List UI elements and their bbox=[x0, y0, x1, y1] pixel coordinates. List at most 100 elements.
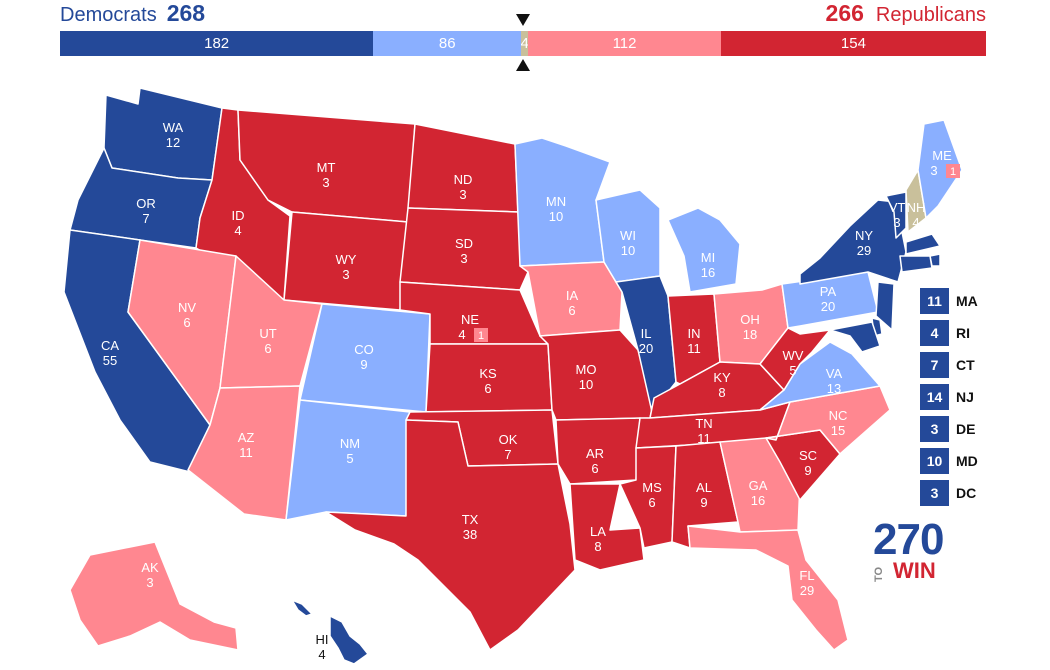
state-ev-il: 20 bbox=[639, 341, 653, 356]
state-label-la: LA bbox=[590, 524, 606, 539]
state-label-sc: SC bbox=[799, 448, 817, 463]
state-la[interactable] bbox=[569, 483, 645, 571]
state-az[interactable] bbox=[187, 385, 301, 521]
state-label-ar: AR bbox=[586, 446, 604, 461]
state-tx[interactable] bbox=[325, 419, 576, 651]
small-state-abbr: RI bbox=[956, 325, 970, 341]
logo-number: 270 bbox=[873, 515, 944, 564]
state-ev-wy: 3 bbox=[342, 267, 349, 282]
state-ev-la: 8 bbox=[594, 539, 601, 554]
state-ev-al: 9 bbox=[700, 495, 707, 510]
state-label-az: AZ bbox=[238, 430, 255, 445]
small-state-ev: 10 bbox=[920, 448, 949, 474]
state-label-nm: NM bbox=[340, 436, 360, 451]
state-label-wa: WA bbox=[163, 120, 184, 135]
state-vt[interactable] bbox=[885, 191, 907, 239]
state-ct[interactable] bbox=[899, 255, 933, 273]
state-mi[interactable] bbox=[667, 207, 741, 293]
state-fl[interactable] bbox=[687, 525, 849, 651]
state-label-mo: MO bbox=[576, 362, 597, 377]
state-label-co: CO bbox=[354, 342, 374, 357]
state-ut[interactable] bbox=[219, 255, 323, 389]
state-label-ak: AK bbox=[141, 560, 159, 575]
small-state-nj[interactable]: 14 NJ bbox=[920, 384, 978, 410]
state-label-ky: KY bbox=[713, 370, 731, 385]
state-label-wi: WI bbox=[620, 228, 636, 243]
state-ev-wi: 10 bbox=[621, 243, 635, 258]
state-ar[interactable] bbox=[555, 417, 641, 485]
democrats-label: Democrats bbox=[60, 4, 157, 26]
state-ev-tx: 38 bbox=[463, 527, 477, 542]
district-ev-ne: 1 bbox=[478, 330, 484, 342]
state-md[interactable] bbox=[829, 321, 881, 353]
state-label-wy: WY bbox=[336, 252, 357, 267]
state-ev-mi: 16 bbox=[701, 265, 715, 280]
state-label-fl: FL bbox=[799, 568, 814, 583]
tally-segment: 154 bbox=[720, 31, 986, 56]
state-ev-sd: 3 bbox=[460, 251, 467, 266]
state-ev-ia: 6 bbox=[568, 303, 575, 318]
state-label-me: ME bbox=[932, 148, 952, 163]
state-label-mt: MT bbox=[317, 160, 336, 175]
state-ev-mn: 10 bbox=[549, 209, 563, 224]
state-label-hi: HI bbox=[316, 632, 329, 647]
logo-to: TO bbox=[873, 566, 885, 582]
state-label-oh: OH bbox=[740, 312, 760, 327]
republicans-header: 266 Republicans bbox=[826, 0, 986, 32]
small-state-md[interactable]: 10 MD bbox=[920, 448, 978, 474]
state-label-ok: OK bbox=[499, 432, 518, 447]
small-state-de[interactable]: 3 DE bbox=[920, 416, 978, 442]
tally-segment: 182 bbox=[60, 31, 374, 56]
small-state-ct[interactable]: 7 CT bbox=[920, 352, 978, 378]
state-label-mn: MN bbox=[546, 194, 566, 209]
republicans-total: 266 bbox=[825, 0, 864, 26]
district-ev-me: 1 bbox=[950, 166, 956, 178]
state-label-al: AL bbox=[696, 480, 712, 495]
state-me[interactable] bbox=[917, 119, 963, 219]
state-label-id: ID bbox=[232, 208, 245, 223]
small-state-abbr: DE bbox=[956, 421, 976, 437]
state-label-ia: IA bbox=[566, 288, 579, 303]
state-ev-tn: 11 bbox=[697, 431, 711, 446]
state-hi[interactable] bbox=[291, 599, 369, 665]
state-ev-va: 13 bbox=[827, 381, 841, 396]
state-ev-in: 11 bbox=[687, 341, 701, 356]
state-ev-fl: 29 bbox=[800, 583, 814, 598]
state-ev-nd: 3 bbox=[459, 187, 466, 202]
state-ev-wv: 5 bbox=[789, 363, 796, 378]
small-state-ev: 7 bbox=[920, 352, 949, 378]
small-state-ri[interactable]: 4 RI bbox=[920, 320, 978, 346]
state-wv[interactable] bbox=[759, 327, 831, 391]
state-label-tx: TX bbox=[462, 512, 479, 527]
state-ev-ut: 6 bbox=[264, 341, 271, 356]
tally-segment: 86 bbox=[373, 31, 522, 56]
state-ev-ky: 8 bbox=[718, 385, 725, 400]
district-box-ne[interactable] bbox=[474, 328, 488, 342]
district-box-me[interactable] bbox=[946, 164, 960, 178]
state-label-wv: WV bbox=[783, 348, 804, 363]
state-ev-ak: 3 bbox=[146, 575, 153, 590]
270-marker-up-arrow-icon bbox=[516, 59, 530, 71]
electoral-tally-bar: 182 86 4 112 154 bbox=[60, 31, 986, 56]
state-ev-ca: 55 bbox=[103, 353, 117, 368]
democrats-header: Democrats 268 bbox=[60, 0, 205, 32]
state-ev-ne: 4 bbox=[458, 327, 465, 342]
state-label-vt: VT bbox=[889, 200, 906, 215]
state-ma[interactable] bbox=[905, 233, 941, 255]
democrats-total: 268 bbox=[166, 0, 206, 26]
small-state-dc[interactable]: 3 DC bbox=[920, 480, 978, 506]
state-ev-nm: 5 bbox=[346, 451, 353, 466]
state-ev-ny: 29 bbox=[857, 243, 871, 258]
state-ev-ar: 6 bbox=[591, 461, 598, 476]
small-state-ma[interactable]: 11 MA bbox=[920, 288, 978, 314]
state-sd[interactable] bbox=[399, 207, 529, 291]
state-ev-sc: 9 bbox=[804, 463, 811, 478]
state-ev-ks: 6 bbox=[484, 381, 491, 396]
state-nj[interactable] bbox=[875, 281, 895, 331]
state-ev-co: 9 bbox=[360, 357, 367, 372]
state-label-tn: TN bbox=[695, 416, 712, 431]
state-ev-id: 4 bbox=[234, 223, 241, 238]
state-ev-wa: 12 bbox=[166, 135, 180, 150]
state-label-nc: NC bbox=[829, 408, 848, 423]
state-ak[interactable] bbox=[69, 541, 239, 651]
